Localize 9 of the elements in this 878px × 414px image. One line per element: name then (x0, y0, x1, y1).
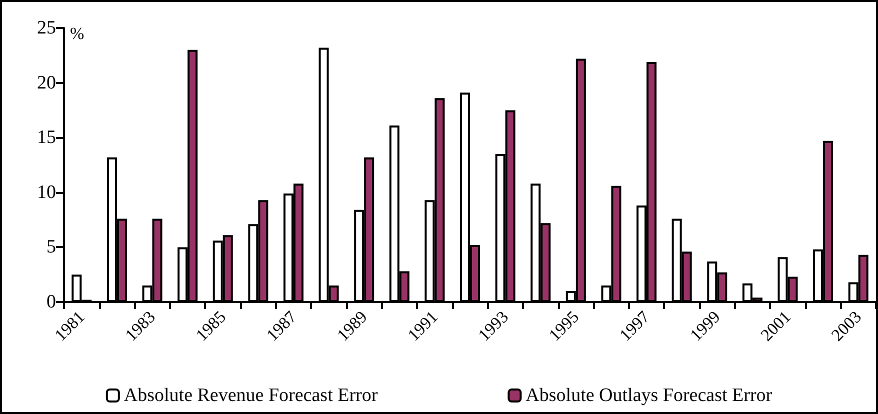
y-tick-label: 0 (46, 292, 56, 312)
y-axis-title: % (70, 24, 84, 43)
y-tick-label: 5 (46, 236, 56, 258)
legend-label: Absolute Revenue Forecast Error (124, 385, 378, 406)
y-tick-label: 25 (37, 18, 56, 38)
y-tick-label: 20 (37, 72, 56, 94)
y-tick-label: 15 (37, 127, 56, 148)
legend-label: Absolute Outlays Forecast Error (526, 385, 773, 406)
y-tick-label: 10 (37, 182, 56, 203)
